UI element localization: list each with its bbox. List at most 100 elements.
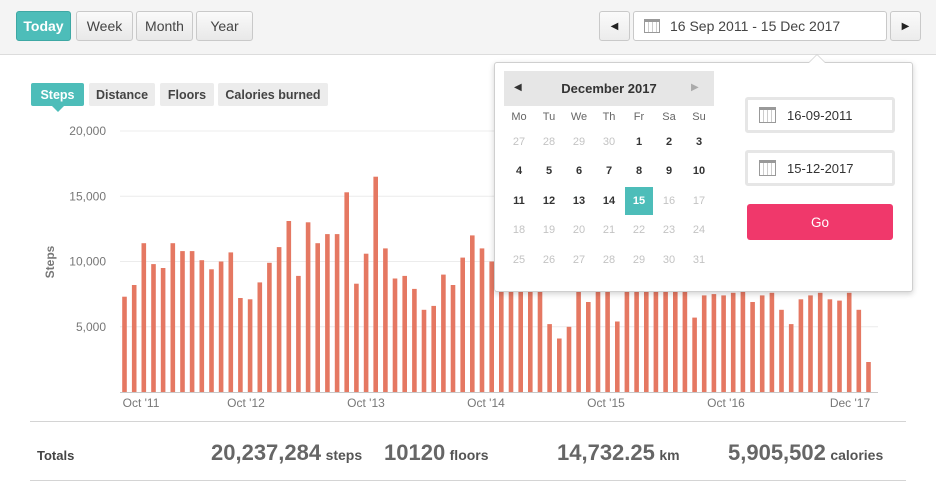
weekday-label: Su xyxy=(692,111,706,123)
weekday-label: Sa xyxy=(662,111,676,123)
year-button[interactable]: Year xyxy=(196,11,253,41)
calendar-day-disabled: 16 xyxy=(662,194,676,207)
chart-bar xyxy=(557,338,562,392)
end-date-field[interactable]: 15-12-2017 xyxy=(745,150,895,186)
chart-bar xyxy=(354,283,359,392)
calendar-week-row: 27 28 29 30 1 2 3 xyxy=(504,127,714,157)
chart-bar xyxy=(586,302,591,392)
tab-distance[interactable]: Distance xyxy=(89,83,155,106)
calendar-day[interactable]: 5 xyxy=(545,165,553,178)
chart-bar xyxy=(817,292,823,392)
calendar-day[interactable]: 4 xyxy=(515,165,523,178)
calendar-day[interactable]: 9 xyxy=(665,165,673,178)
chart-bar xyxy=(759,295,765,392)
distance-total: 14,732.25 km xyxy=(557,440,680,466)
chart-bar xyxy=(267,262,272,392)
chart-bar xyxy=(373,176,378,392)
chart-bar xyxy=(450,285,456,392)
calendar-week-row: 25 26 27 28 29 30 31 xyxy=(504,245,714,275)
calendar-icon xyxy=(759,107,776,123)
chart-bar xyxy=(286,221,292,392)
calendar-prev-month-icon[interactable]: ◀ xyxy=(514,82,522,93)
calendar-day[interactable]: 2 xyxy=(665,135,673,148)
calendar-week-row: 18 19 20 21 22 23 24 xyxy=(504,216,714,246)
chart-bar xyxy=(383,248,388,392)
chart-bar xyxy=(296,275,301,392)
x-tick-label: Oct '14 xyxy=(467,396,505,410)
chart-bar xyxy=(460,257,465,392)
calendar-day[interactable]: 8 xyxy=(635,165,643,178)
tab-steps[interactable]: Steps xyxy=(31,83,84,112)
chart-bar xyxy=(769,292,775,392)
calendar-day-disabled: 26 xyxy=(542,253,556,266)
chart-bar xyxy=(740,290,746,392)
calendar-week-row: 11 12 13 14 15 16 17 xyxy=(504,186,714,216)
top-toolbar: Today Week Month Year ◀ 16 Sep 2011 - 15… xyxy=(0,0,936,55)
start-date-field[interactable]: 16-09-2011 xyxy=(745,97,895,133)
chart-bar xyxy=(547,324,552,392)
calendar-day[interactable]: 7 xyxy=(605,165,613,178)
chart-bar xyxy=(479,248,485,392)
chart-bar xyxy=(431,305,436,392)
chart-bar xyxy=(827,299,833,392)
chart-bar xyxy=(305,222,311,392)
totals-label: Totals xyxy=(37,448,75,463)
floors-total: 10120 floors xyxy=(384,440,489,466)
chart-bar xyxy=(624,277,630,392)
chart-bar xyxy=(721,295,726,392)
chart-bar xyxy=(344,192,349,392)
calendar-day-disabled: 25 xyxy=(512,253,526,266)
calendar-day[interactable]: 6 xyxy=(575,165,583,178)
steps-total-value: 20,237,284 xyxy=(211,440,322,465)
tab-floors[interactable]: Floors xyxy=(160,83,214,106)
chart-bar xyxy=(199,260,205,392)
chart-bar xyxy=(257,282,263,392)
calendar-day-selected[interactable]: 15 xyxy=(625,186,653,215)
calendar-day[interactable]: 12 xyxy=(542,194,556,207)
previous-range-button[interactable]: ◀ xyxy=(599,11,630,41)
calendar-next-month-icon: ▶ xyxy=(691,82,699,93)
tab-calories-burned[interactable]: Calories burned xyxy=(218,83,328,106)
chart-bar xyxy=(730,292,736,392)
calendar-month-title: December 2017 xyxy=(561,81,657,96)
calendar-day-disabled: 30 xyxy=(662,253,676,266)
chart-bar xyxy=(470,235,475,392)
chart-bar xyxy=(576,287,581,392)
calories-total-value: 5,905,502 xyxy=(728,440,826,465)
chart-bar xyxy=(325,234,330,392)
calendar-day[interactable]: 13 xyxy=(572,194,586,207)
go-button[interactable]: Go xyxy=(747,204,893,240)
month-button[interactable]: Month xyxy=(136,11,193,41)
chart-bar xyxy=(634,285,639,392)
x-tick-label: Oct '12 xyxy=(227,396,265,410)
chart-bar xyxy=(363,253,369,392)
main-content: Steps Distance Floors Calories burned xyxy=(30,55,906,483)
chart-bar xyxy=(218,261,224,392)
calendar-day-disabled: 29 xyxy=(632,253,646,266)
chart-bar xyxy=(209,269,214,392)
y-tick-label: 20,000 xyxy=(69,124,106,138)
week-button[interactable]: Week xyxy=(76,11,133,41)
calendar-day-disabled: 27 xyxy=(572,253,586,266)
calendar-day-disabled: 20 xyxy=(572,224,586,237)
chart-bar xyxy=(798,299,804,392)
calendar-day[interactable]: 14 xyxy=(602,194,616,207)
chart-bar xyxy=(489,261,494,392)
calendar-day[interactable]: 3 xyxy=(695,135,703,148)
y-tick-label: 5,000 xyxy=(76,320,106,334)
calendar-day[interactable]: 10 xyxy=(692,165,706,178)
calendar-day[interactable]: 11 xyxy=(513,194,525,207)
chart-bar xyxy=(247,299,253,392)
calendar-day-other-month: 28 xyxy=(542,135,556,148)
next-range-button[interactable]: ▶ xyxy=(890,11,921,41)
chart-bar xyxy=(276,247,282,392)
calendar-grid: Mo Tu We Th Fr Sa Su 27 28 29 30 1 2 3 4 5 6 7 8 9 10 11 12 13 1… xyxy=(504,107,714,275)
date-range-picker[interactable]: 16 Sep 2011 - 15 Dec 2017 xyxy=(633,11,887,41)
chart-bar xyxy=(412,288,417,392)
calendar-day-disabled: 23 xyxy=(662,224,676,237)
chart-bar xyxy=(518,268,523,392)
calendar-icon xyxy=(644,19,660,33)
calendar-day[interactable]: 1 xyxy=(635,135,643,148)
calendar-day-disabled: 24 xyxy=(692,224,706,237)
today-button[interactable]: Today xyxy=(16,11,71,41)
